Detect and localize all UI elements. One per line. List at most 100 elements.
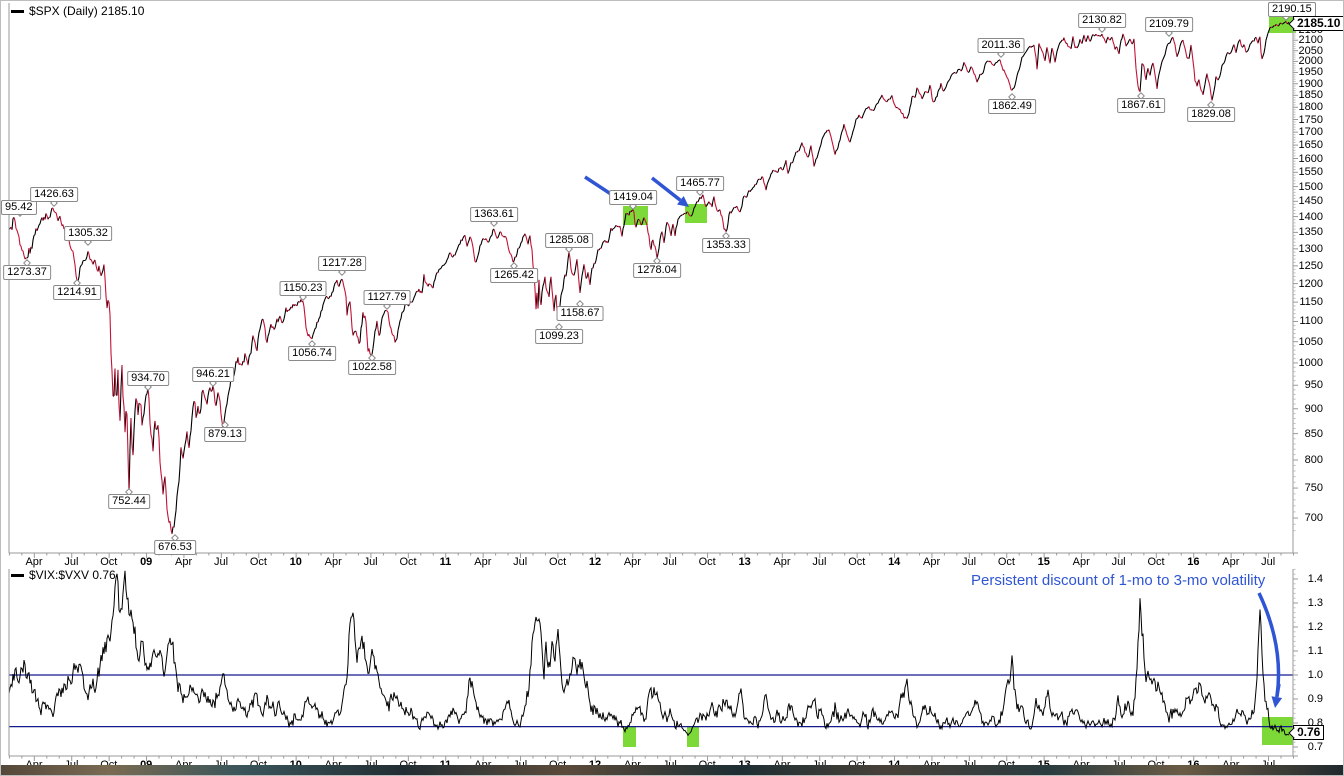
price-label: 1419.04 — [609, 190, 657, 205]
spx-y-tick-label: 1950 — [1298, 66, 1323, 79]
x-tick-label: Apr — [623, 556, 641, 568]
x-tick-label: Apr — [25, 556, 43, 568]
spx-y-tick-label: 1300 — [1298, 242, 1323, 255]
x-tick-label: Oct — [997, 556, 1015, 568]
price-label: 1056.74 — [288, 346, 336, 361]
spx-y-tick-label: 2050 — [1298, 44, 1323, 57]
x-tick-label: 13 — [738, 556, 751, 568]
spx-y-tick-label: 1800 — [1298, 101, 1323, 114]
x-tick-label: Jul — [812, 556, 827, 568]
price-label: 1353.33 — [702, 238, 750, 253]
spx-y-tick-label: 1050 — [1298, 335, 1323, 348]
price-label: 1273.37 — [3, 265, 51, 280]
vix-y-tick-label: 1.1 — [1307, 645, 1323, 657]
x-tick-label: Jul — [213, 556, 229, 568]
vix-y-tick-label: 1.2 — [1307, 621, 1323, 633]
price-label: 1465.77 — [676, 176, 724, 191]
vix-y-tick-label: 1.4 — [1307, 573, 1323, 585]
vix-y-tick-label: 1.0 — [1307, 669, 1323, 681]
spx-legend: $SPX (Daily) 2185.10 — [11, 4, 144, 18]
price-label: 1867.61 — [1117, 98, 1165, 113]
spx-y-tick-label: 1750 — [1298, 113, 1323, 126]
price-label: 2130.82 — [1078, 13, 1126, 28]
legend-dash-icon — [11, 9, 24, 13]
label-connector-diamond — [1207, 101, 1215, 109]
price-label: 946.21 — [192, 367, 234, 382]
price-label: 934.70 — [127, 371, 169, 386]
x-tick-label: 09 — [140, 556, 153, 568]
x-tick-label: Apr — [1072, 556, 1090, 568]
x-tick-label: 11 — [439, 556, 452, 568]
price-label: 1127.79 — [363, 290, 411, 305]
spx-y-tick-label: 950 — [1304, 379, 1323, 392]
x-tick-label: Oct — [399, 556, 417, 568]
x-tick-label: 10 — [289, 556, 302, 568]
vix-y-tick-label: 1.3 — [1307, 597, 1323, 609]
x-tick-label: Oct — [549, 556, 567, 568]
x-tick-label: Jul — [1111, 556, 1126, 568]
price-label: 1278.04 — [633, 263, 681, 278]
spx-y-tick-label: 1500 — [1298, 180, 1323, 193]
spx-last-price-badge: 2185.10 — [1293, 16, 1343, 31]
price-label: 1150.23 — [279, 281, 327, 296]
spx-y-tick-label: 1850 — [1298, 89, 1323, 102]
x-tick-label: Apr — [1222, 556, 1240, 568]
price-label: 1022.58 — [348, 360, 396, 375]
x-tick-label: 16 — [1187, 556, 1200, 568]
x-tick-label: Jul — [363, 556, 378, 568]
price-label: 879.13 — [204, 427, 246, 442]
price-label: 1363.61 — [470, 207, 518, 222]
spx-y-tick-label: 1450 — [1298, 195, 1323, 208]
desktop-wallpaper-strip — [1, 765, 1343, 775]
spx-y-tick-label: 1100 — [1299, 315, 1323, 328]
x-tick-label: Apr — [773, 556, 791, 568]
price-label: 2011.36 — [977, 38, 1025, 53]
price-label: 1305.32 — [64, 226, 112, 241]
x-tick-label: 14 — [888, 556, 901, 568]
green-highlight-box — [623, 206, 648, 225]
label-connector-diamond — [1137, 92, 1145, 100]
label-connector-diamond — [23, 259, 31, 267]
x-tick-label: Oct — [249, 556, 267, 568]
vix-vxv-last-value-badge: 0.76 — [1293, 725, 1325, 740]
x-tick-label: Jul — [513, 556, 528, 568]
label-connector-diamond — [653, 257, 661, 265]
spx-y-tick-label: 1700 — [1298, 126, 1323, 139]
x-tick-label: Oct — [1147, 556, 1165, 568]
green-highlight-box — [687, 727, 699, 747]
label-connector-diamond — [722, 232, 730, 240]
spx-y-tick-label: 1150 — [1299, 296, 1323, 309]
blue-arrow — [1275, 683, 1281, 698]
label-connector-diamond — [308, 340, 316, 348]
spx-y-tick-label: 1900 — [1298, 77, 1323, 90]
vix-y-tick-label: 0.7 — [1307, 741, 1323, 753]
price-label: 1158.67 — [556, 306, 604, 321]
spx-y-tick-label: 700 — [1304, 512, 1323, 525]
x-tick-label: Jul — [1261, 556, 1276, 568]
price-label: 1265.42 — [490, 268, 538, 283]
label-connector-diamond — [576, 300, 584, 308]
price-label: 1285.08 — [545, 233, 593, 248]
spx-y-tick-label: 2000 — [1298, 55, 1323, 68]
label-connector-diamond — [1008, 93, 1016, 101]
spx-y-tick-label: 1250 — [1298, 259, 1323, 272]
spx-y-tick-label: 1350 — [1298, 226, 1323, 239]
spx-y-tick-label: 1550 — [1298, 166, 1323, 179]
price-label: 1217.28 — [318, 256, 366, 271]
spx-y-tick-label: 750 — [1304, 482, 1323, 495]
x-tick-label: Jul — [961, 556, 977, 568]
x-tick-label: Apr — [923, 556, 941, 568]
spx-y-tick-label: 2100 — [1298, 34, 1323, 47]
price-label: 1862.49 — [988, 99, 1036, 114]
price-label: 2190.15 — [1268, 2, 1316, 17]
label-connector-diamond — [171, 534, 179, 542]
green-highlight-box — [623, 727, 636, 747]
price-label: 1099.23 — [535, 329, 583, 344]
label-connector-diamond — [368, 354, 376, 362]
x-tick-label: Apr — [175, 556, 193, 568]
spx-y-tick-label: 1000 — [1298, 356, 1323, 369]
blue-arrow — [650, 176, 682, 202]
spx-y-tick-label: 900 — [1304, 402, 1323, 415]
